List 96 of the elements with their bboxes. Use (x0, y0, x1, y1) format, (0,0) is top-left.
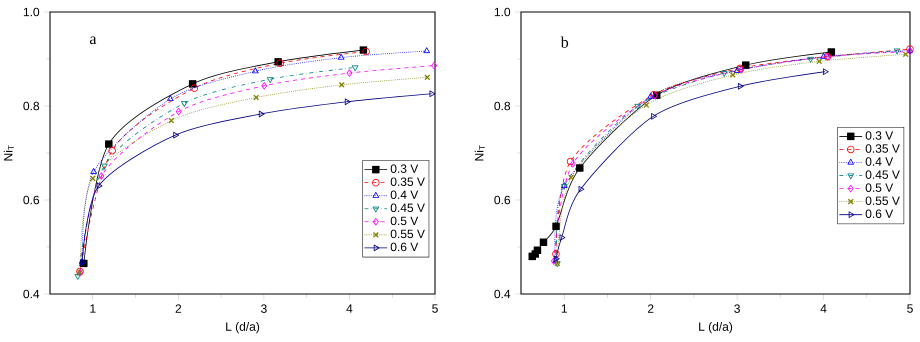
point (168, 118, 174, 124)
point (338, 82, 345, 88)
y-tick-label: 0.6 (494, 196, 510, 204)
point (576, 164, 584, 172)
point (730, 72, 736, 78)
y-tick-label: 0.4 (494, 290, 510, 298)
point (568, 174, 574, 180)
point (578, 186, 584, 192)
annotation: b (560, 36, 568, 48)
point (738, 66, 744, 74)
point (820, 52, 827, 59)
point (643, 102, 650, 108)
y-tick-label: 0.8 (23, 102, 40, 110)
point (894, 48, 900, 54)
point (534, 246, 542, 254)
legend-label: 0.4 V (390, 190, 418, 200)
legend-label: 0.45 V (390, 204, 425, 212)
point (907, 48, 913, 56)
point (816, 58, 822, 64)
point (344, 98, 351, 106)
point (540, 238, 548, 246)
point (258, 110, 265, 118)
point (90, 168, 97, 174)
y-tick-label: 1.0 (24, 8, 40, 16)
legend-label: 0.45 V (866, 170, 900, 179)
x-tick-label: 1 (90, 304, 96, 313)
point (74, 274, 82, 280)
legend-label: 0.5 V (866, 183, 894, 192)
point (181, 101, 188, 107)
x-axis-title: L (d/a) (226, 322, 260, 334)
y-axis-title: Ni$_{T}$ (4, 145, 14, 160)
point (431, 62, 438, 70)
legend-label: 0.55 V (390, 230, 425, 238)
point (101, 164, 108, 170)
point (647, 92, 654, 99)
legend-label: 0.5 V (390, 216, 418, 226)
point (552, 222, 560, 230)
y-axis-title: Ni$_{T}$ (474, 145, 485, 160)
point (167, 95, 174, 102)
point (552, 250, 560, 258)
point (423, 47, 430, 54)
x-tick-label: 1 (562, 304, 567, 313)
legend-label: 0.3 V (866, 131, 894, 140)
x-tick-label: 3 (261, 304, 267, 313)
point (105, 140, 113, 148)
point (738, 82, 744, 90)
point (902, 51, 909, 58)
y-tick-label: 0.6 (23, 196, 40, 204)
point (560, 234, 566, 241)
point (252, 67, 259, 74)
point (98, 172, 104, 180)
point (822, 68, 829, 75)
point (424, 74, 430, 80)
y-tick-label: 0.4 (23, 290, 40, 298)
legend-label: 0.4 V (866, 157, 894, 166)
x-tick-label: 5 (907, 304, 913, 313)
annotation: a (90, 36, 96, 44)
y-tick-label: 1.0 (494, 8, 510, 16)
x-tick-label: 4 (346, 304, 352, 313)
legend-label: 0.35 V (390, 177, 425, 186)
point (338, 54, 344, 60)
point (261, 82, 268, 90)
x-tick-label: 2 (648, 304, 654, 313)
point (190, 84, 198, 92)
point (352, 65, 358, 72)
legend-label: 0.3 V (390, 164, 418, 173)
legend-label: 0.55 V (866, 196, 900, 205)
point (96, 182, 103, 190)
x-axis-title: L (d/a) (699, 322, 732, 334)
point (108, 146, 116, 154)
point (566, 158, 574, 166)
point (634, 104, 641, 110)
point (807, 56, 814, 63)
point (736, 64, 744, 72)
point (253, 94, 260, 101)
point (176, 108, 182, 116)
point (570, 160, 576, 168)
x-tick-label: 2 (176, 304, 182, 313)
x-tick-label: 5 (432, 304, 438, 313)
point (346, 69, 352, 77)
legend-label: 0.35 V (866, 144, 900, 153)
legend-label: 0.6 V (866, 209, 894, 218)
point (266, 77, 274, 83)
x-tick-label: 4 (820, 304, 827, 313)
point (720, 71, 728, 77)
point (742, 61, 750, 69)
x-tick-label: 3 (734, 304, 740, 313)
point (734, 67, 740, 73)
point (173, 132, 180, 138)
point (362, 48, 370, 56)
point (430, 90, 436, 98)
point (90, 175, 96, 182)
y-tick-label: 0.8 (494, 102, 510, 110)
legend-label: 0.6 V (390, 242, 418, 252)
point (828, 48, 836, 56)
point (651, 113, 657, 120)
